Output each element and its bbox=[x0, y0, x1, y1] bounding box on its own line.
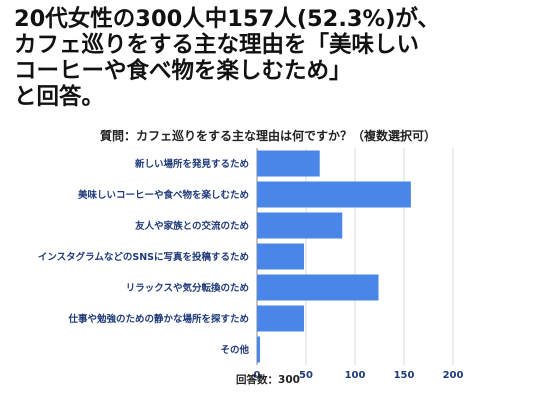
category-label-5: 仕事や勉強のための静かな場所を探すため bbox=[67, 313, 249, 325]
bar-4 bbox=[257, 274, 379, 301]
bar-2 bbox=[257, 212, 343, 239]
category-label-6: その他 bbox=[220, 344, 249, 356]
category-label-2: 友人や家族との交流のため bbox=[134, 220, 249, 232]
response-count: 回答数：300 bbox=[236, 374, 300, 386]
chart-title: 質問：カフェ巡りをする主な理由は何ですか？（複数選択可） bbox=[99, 129, 436, 143]
bar-6 bbox=[257, 336, 260, 363]
tick-label-0: 0 bbox=[254, 370, 261, 381]
bar-5 bbox=[257, 305, 305, 332]
bar-0 bbox=[257, 150, 320, 177]
headline-line-2: カフェ巡りをする主な理由を「美味しい bbox=[14, 32, 420, 58]
tick-label-200: 200 bbox=[443, 370, 464, 381]
tick-label-150: 150 bbox=[394, 370, 415, 381]
tick-label-50: 50 bbox=[299, 370, 313, 381]
category-label-3: インスタグラムなどのSNSに写真を投稿するため bbox=[38, 251, 249, 263]
bar-1 bbox=[257, 181, 411, 208]
headline-line-4: と回答。 bbox=[14, 84, 105, 110]
category-label-1: 美味しいコーヒーや食べ物を楽しむため bbox=[77, 189, 249, 201]
headline: 20代女性の300人中157人(52.3%)が、 カフェ巡りをする主な理由を「美… bbox=[14, 6, 526, 110]
category-label-4: リラックスや気分転換のため bbox=[126, 282, 249, 294]
tick-label-100: 100 bbox=[345, 370, 366, 381]
headline-line-1: 20代女性の300人中157人(52.3%)が、 bbox=[14, 6, 440, 32]
category-label-0: 新しい場所を発見するため bbox=[135, 158, 249, 170]
headline-line-3: コーヒーや食べ物を楽しむため」 bbox=[14, 58, 352, 84]
bar-3 bbox=[257, 243, 305, 270]
